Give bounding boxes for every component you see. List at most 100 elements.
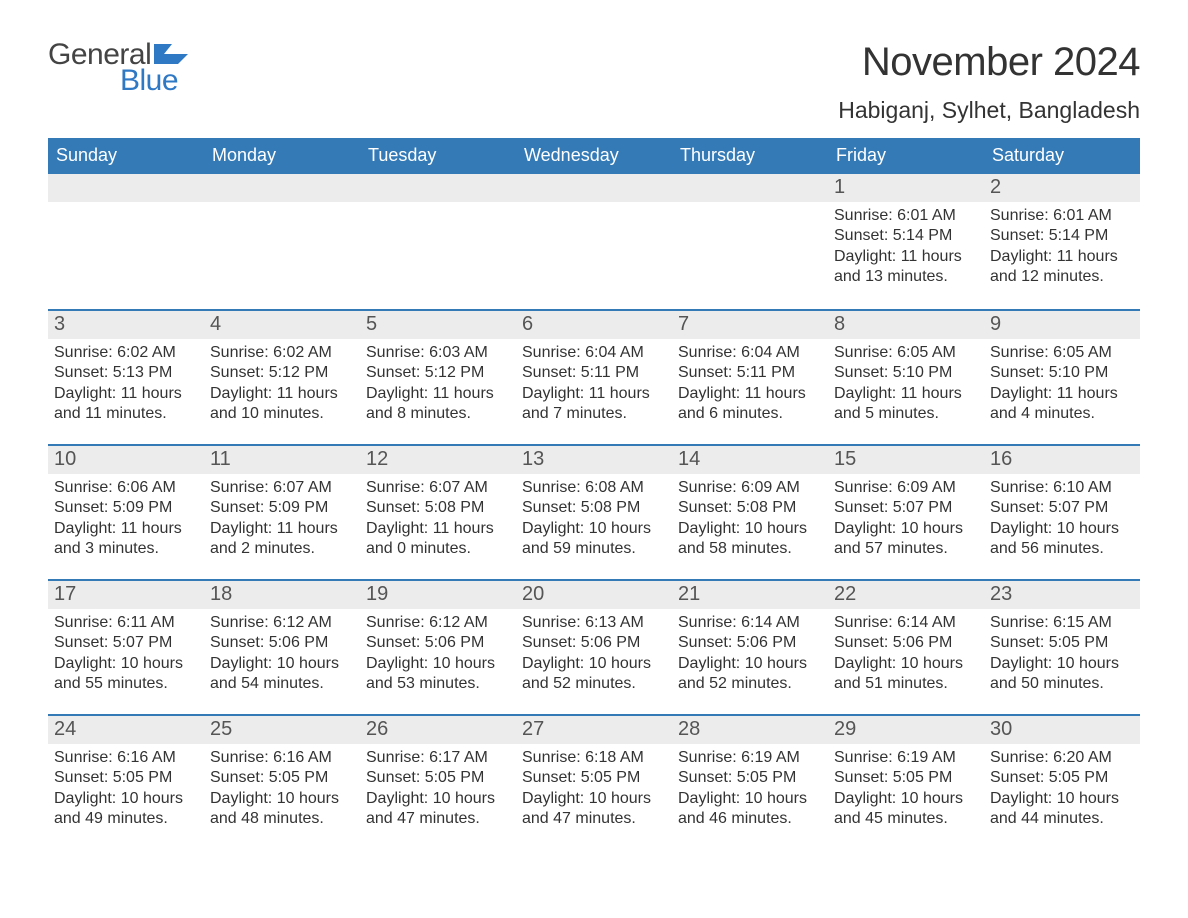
daylight-line: Daylight: 10 hours and 50 minutes. [990, 654, 1134, 695]
daylight-line: Daylight: 11 hours and 0 minutes. [366, 519, 510, 560]
sunset-line: Sunset: 5:07 PM [54, 633, 198, 653]
week-row: 1Sunrise: 6:01 AMSunset: 5:14 PMDaylight… [48, 174, 1140, 309]
day-number: 27 [516, 716, 672, 744]
daylight-line: Daylight: 11 hours and 11 minutes. [54, 384, 198, 425]
day-number: 5 [360, 311, 516, 339]
sunrise-line: Sunrise: 6:16 AM [54, 748, 198, 768]
day-number: 21 [672, 581, 828, 609]
sunrise-line: Sunrise: 6:08 AM [522, 478, 666, 498]
daylight-line: Daylight: 10 hours and 54 minutes. [210, 654, 354, 695]
day-number: 23 [984, 581, 1140, 609]
sunrise-line: Sunrise: 6:19 AM [834, 748, 978, 768]
sunrise-line: Sunrise: 6:16 AM [210, 748, 354, 768]
daylight-line: Daylight: 11 hours and 7 minutes. [522, 384, 666, 425]
day-content: Sunrise: 6:20 AMSunset: 5:05 PMDaylight:… [984, 744, 1140, 838]
day-cell: 30Sunrise: 6:20 AMSunset: 5:05 PMDayligh… [984, 716, 1140, 849]
day-content: Sunrise: 6:09 AMSunset: 5:07 PMDaylight:… [828, 474, 984, 568]
day-cell: 28Sunrise: 6:19 AMSunset: 5:05 PMDayligh… [672, 716, 828, 849]
sunset-line: Sunset: 5:13 PM [54, 363, 198, 383]
day-content: Sunrise: 6:07 AMSunset: 5:08 PMDaylight:… [360, 474, 516, 568]
day-cell: 1Sunrise: 6:01 AMSunset: 5:14 PMDaylight… [828, 174, 984, 309]
sunrise-line: Sunrise: 6:01 AM [990, 206, 1134, 226]
day-number: 30 [984, 716, 1140, 744]
day-cell: 23Sunrise: 6:15 AMSunset: 5:05 PMDayligh… [984, 581, 1140, 714]
sunrise-line: Sunrise: 6:18 AM [522, 748, 666, 768]
sunset-line: Sunset: 5:05 PM [210, 768, 354, 788]
daylight-line: Daylight: 10 hours and 57 minutes. [834, 519, 978, 560]
day-number: 6 [516, 311, 672, 339]
day-content: Sunrise: 6:15 AMSunset: 5:05 PMDaylight:… [984, 609, 1140, 703]
day-content: Sunrise: 6:16 AMSunset: 5:05 PMDaylight:… [48, 744, 204, 838]
daylight-line: Daylight: 10 hours and 48 minutes. [210, 789, 354, 830]
day-number [204, 174, 360, 202]
day-number: 1 [828, 174, 984, 202]
sunset-line: Sunset: 5:14 PM [990, 226, 1134, 246]
sunset-line: Sunset: 5:05 PM [54, 768, 198, 788]
day-content [360, 202, 516, 214]
day-content: Sunrise: 6:01 AMSunset: 5:14 PMDaylight:… [984, 202, 1140, 296]
week-row: 17Sunrise: 6:11 AMSunset: 5:07 PMDayligh… [48, 579, 1140, 714]
sunrise-line: Sunrise: 6:02 AM [210, 343, 354, 363]
day-cell: 7Sunrise: 6:04 AMSunset: 5:11 PMDaylight… [672, 311, 828, 444]
day-cell: 26Sunrise: 6:17 AMSunset: 5:05 PMDayligh… [360, 716, 516, 849]
day-cell: 21Sunrise: 6:14 AMSunset: 5:06 PMDayligh… [672, 581, 828, 714]
day-content: Sunrise: 6:01 AMSunset: 5:14 PMDaylight:… [828, 202, 984, 296]
dow-cell: Tuesday [360, 138, 516, 174]
day-number: 28 [672, 716, 828, 744]
daylight-line: Daylight: 11 hours and 12 minutes. [990, 247, 1134, 288]
sunrise-line: Sunrise: 6:07 AM [366, 478, 510, 498]
day-content: Sunrise: 6:05 AMSunset: 5:10 PMDaylight:… [984, 339, 1140, 433]
sunrise-line: Sunrise: 6:14 AM [678, 613, 822, 633]
day-cell: 17Sunrise: 6:11 AMSunset: 5:07 PMDayligh… [48, 581, 204, 714]
sunset-line: Sunset: 5:06 PM [210, 633, 354, 653]
day-content: Sunrise: 6:04 AMSunset: 5:11 PMDaylight:… [672, 339, 828, 433]
day-cell: 6Sunrise: 6:04 AMSunset: 5:11 PMDaylight… [516, 311, 672, 444]
day-content: Sunrise: 6:02 AMSunset: 5:12 PMDaylight:… [204, 339, 360, 433]
sunset-line: Sunset: 5:10 PM [834, 363, 978, 383]
day-cell: 9Sunrise: 6:05 AMSunset: 5:10 PMDaylight… [984, 311, 1140, 444]
day-content [204, 202, 360, 214]
sunset-line: Sunset: 5:06 PM [834, 633, 978, 653]
sunrise-line: Sunrise: 6:06 AM [54, 478, 198, 498]
sunset-line: Sunset: 5:07 PM [834, 498, 978, 518]
day-number: 20 [516, 581, 672, 609]
day-number [48, 174, 204, 202]
daylight-line: Daylight: 10 hours and 53 minutes. [366, 654, 510, 695]
day-number: 2 [984, 174, 1140, 202]
sunset-line: Sunset: 5:06 PM [366, 633, 510, 653]
dow-cell: Sunday [48, 138, 204, 174]
day-number: 12 [360, 446, 516, 474]
sunset-line: Sunset: 5:12 PM [210, 363, 354, 383]
daylight-line: Daylight: 11 hours and 3 minutes. [54, 519, 198, 560]
day-content: Sunrise: 6:13 AMSunset: 5:06 PMDaylight:… [516, 609, 672, 703]
day-content: Sunrise: 6:07 AMSunset: 5:09 PMDaylight:… [204, 474, 360, 568]
daylight-line: Daylight: 10 hours and 47 minutes. [366, 789, 510, 830]
daylight-line: Daylight: 10 hours and 59 minutes. [522, 519, 666, 560]
day-cell: 24Sunrise: 6:16 AMSunset: 5:05 PMDayligh… [48, 716, 204, 849]
title-block: November 2024 Habiganj, Sylhet, Banglade… [838, 40, 1140, 124]
day-number: 11 [204, 446, 360, 474]
sunset-line: Sunset: 5:08 PM [522, 498, 666, 518]
day-cell [204, 174, 360, 309]
day-content: Sunrise: 6:12 AMSunset: 5:06 PMDaylight:… [204, 609, 360, 703]
day-content: Sunrise: 6:11 AMSunset: 5:07 PMDaylight:… [48, 609, 204, 703]
sunset-line: Sunset: 5:05 PM [678, 768, 822, 788]
daylight-line: Daylight: 10 hours and 45 minutes. [834, 789, 978, 830]
daylight-line: Daylight: 11 hours and 4 minutes. [990, 384, 1134, 425]
day-cell: 27Sunrise: 6:18 AMSunset: 5:05 PMDayligh… [516, 716, 672, 849]
day-content [672, 202, 828, 214]
day-number: 19 [360, 581, 516, 609]
day-content: Sunrise: 6:17 AMSunset: 5:05 PMDaylight:… [360, 744, 516, 838]
dow-cell: Friday [828, 138, 984, 174]
sunset-line: Sunset: 5:07 PM [990, 498, 1134, 518]
day-number [516, 174, 672, 202]
day-cell: 14Sunrise: 6:09 AMSunset: 5:08 PMDayligh… [672, 446, 828, 579]
sunrise-line: Sunrise: 6:19 AM [678, 748, 822, 768]
day-cell: 25Sunrise: 6:16 AMSunset: 5:05 PMDayligh… [204, 716, 360, 849]
sunset-line: Sunset: 5:11 PM [522, 363, 666, 383]
sunrise-line: Sunrise: 6:07 AM [210, 478, 354, 498]
day-number: 26 [360, 716, 516, 744]
daylight-line: Daylight: 11 hours and 10 minutes. [210, 384, 354, 425]
sunset-line: Sunset: 5:05 PM [990, 633, 1134, 653]
day-cell: 2Sunrise: 6:01 AMSunset: 5:14 PMDaylight… [984, 174, 1140, 309]
